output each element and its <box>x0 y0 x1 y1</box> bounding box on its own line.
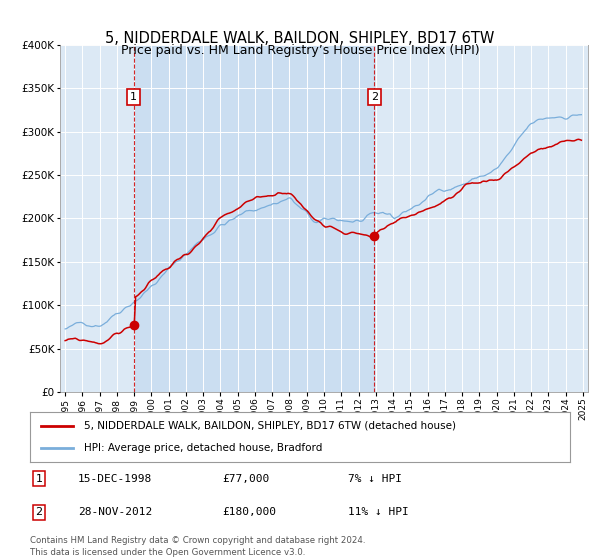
Text: 2: 2 <box>35 507 43 517</box>
Text: 15-DEC-1998: 15-DEC-1998 <box>78 474 152 484</box>
Text: 2: 2 <box>371 92 378 102</box>
Text: 1: 1 <box>130 92 137 102</box>
Text: Contains HM Land Registry data © Crown copyright and database right 2024.
This d: Contains HM Land Registry data © Crown c… <box>30 536 365 557</box>
Text: 1: 1 <box>35 474 43 484</box>
Text: 5, NIDDERDALE WALK, BAILDON, SHIPLEY, BD17 6TW: 5, NIDDERDALE WALK, BAILDON, SHIPLEY, BD… <box>106 31 494 46</box>
Text: 28-NOV-2012: 28-NOV-2012 <box>78 507 152 517</box>
Bar <box>134 45 374 392</box>
Text: HPI: Average price, detached house, Bradford: HPI: Average price, detached house, Brad… <box>84 443 322 453</box>
Text: Price paid vs. HM Land Registry’s House Price Index (HPI): Price paid vs. HM Land Registry’s House … <box>121 44 479 57</box>
Text: 5, NIDDERDALE WALK, BAILDON, SHIPLEY, BD17 6TW (detached house): 5, NIDDERDALE WALK, BAILDON, SHIPLEY, BD… <box>84 421 456 431</box>
Text: 7% ↓ HPI: 7% ↓ HPI <box>348 474 402 484</box>
Text: £77,000: £77,000 <box>222 474 269 484</box>
Text: £180,000: £180,000 <box>222 507 276 517</box>
Text: 11% ↓ HPI: 11% ↓ HPI <box>348 507 409 517</box>
